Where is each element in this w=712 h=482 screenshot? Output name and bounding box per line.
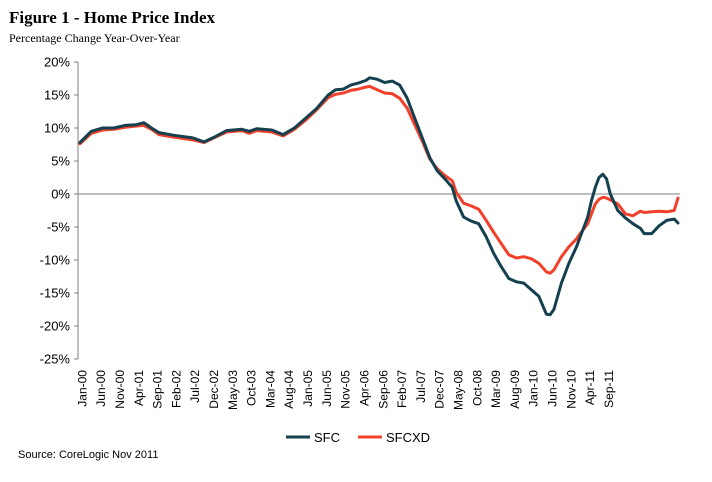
chart-title: Figure 1 - Home Price Index — [9, 8, 216, 27]
x-tick-label: Jan-10 — [527, 370, 541, 407]
y-tick-label: -15% — [40, 286, 71, 301]
series-line-sfcxd — [78, 84, 680, 275]
x-tick-label: Mar-09 — [489, 370, 503, 408]
x-tick-label: Aug-04 — [282, 370, 296, 409]
legend-label-sfcxd: SFCXD — [386, 430, 430, 445]
x-tick-label: May-08 — [451, 370, 465, 410]
x-tick-label: Apr-01 — [132, 370, 146, 406]
x-tick-label: Jan-05 — [301, 370, 315, 407]
x-tick-label: Feb-07 — [395, 370, 409, 408]
x-tick-label: Mar-04 — [263, 370, 277, 408]
x-tick-label: Nov-05 — [339, 370, 353, 409]
series-lines — [78, 76, 680, 317]
y-tick-label: 10% — [44, 121, 70, 136]
y-tick-label: -5% — [47, 220, 71, 235]
x-tick-label: Sep-11 — [602, 370, 616, 408]
x-tick-label: Jul-02 — [188, 370, 202, 403]
y-tick-label: 0% — [51, 187, 70, 202]
x-tick-label: May-03 — [226, 370, 240, 410]
x-tick-label: Jan-00 — [75, 370, 89, 407]
y-tick-label: -25% — [40, 352, 71, 367]
x-tick-label: Oct-03 — [245, 370, 259, 406]
x-axis: Jan-00 Jun-00 Nov-00 Apr-01 Sep-01 Feb-02 Jul-… — [75, 193, 680, 410]
x-tick-label: Aug-09 — [508, 370, 522, 409]
x-tick-label: Jun-10 — [546, 370, 560, 407]
y-tick-label: 20% — [44, 55, 70, 70]
x-tick-label: Oct-08 — [470, 370, 484, 406]
legend: SFC SFCXD — [286, 430, 430, 445]
y-tick-label: -10% — [40, 253, 71, 268]
x-tick-label: Jun-05 — [320, 370, 334, 407]
chart-subtitle: Percentage Change Year-Over-Year — [9, 31, 180, 45]
x-tick-label: Sep-06 — [376, 370, 390, 409]
x-tick-label: Dec-02 — [207, 370, 221, 409]
x-tick-label: Feb-02 — [169, 370, 183, 408]
y-axis: 20% 15% 10% 5% 0% -5% -10% -15% -20% -25% — [40, 55, 79, 367]
y-tick-label: 15% — [44, 88, 70, 103]
x-tick-label: Dec-07 — [433, 370, 447, 409]
series-line-sfc — [78, 76, 680, 317]
x-tick-label: Sep-01 — [151, 370, 165, 409]
x-tick-label: Jul-07 — [414, 370, 428, 403]
x-tick-label: Apr-11 — [583, 370, 597, 405]
y-tick-label: -20% — [40, 319, 71, 334]
source-note: Source: CoreLogic Nov 2011 — [18, 449, 159, 461]
x-tick-label: Nov-10 — [564, 370, 578, 409]
x-tick-label: Jun-00 — [94, 370, 108, 407]
legend-label-sfc: SFC — [314, 430, 340, 445]
x-tick-label: Apr-06 — [357, 370, 371, 406]
y-tick-label: 5% — [51, 154, 70, 169]
x-tick-label: Nov-00 — [113, 370, 127, 409]
